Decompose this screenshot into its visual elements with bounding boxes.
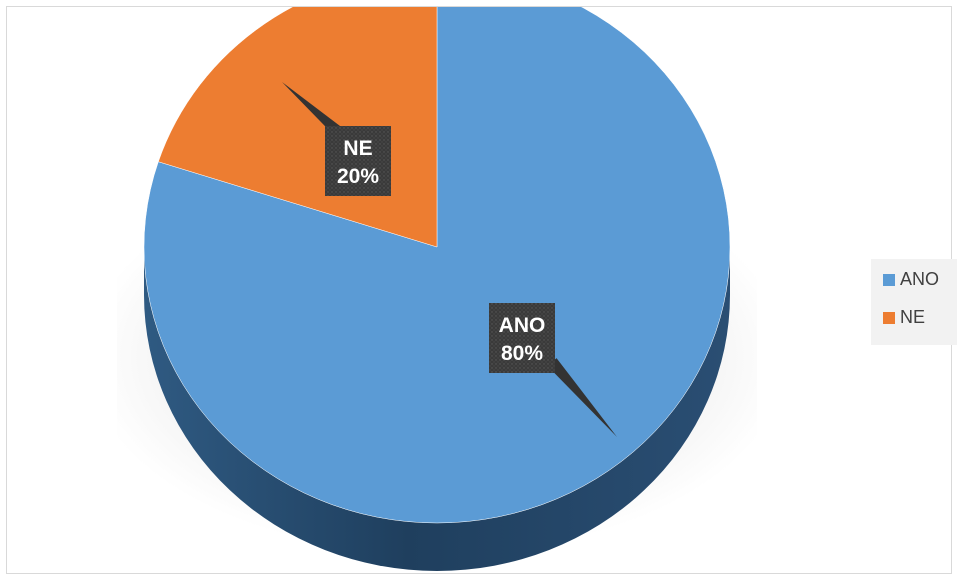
legend-swatch-ne <box>883 311 895 324</box>
legend-item-ano: ANO <box>883 269 939 290</box>
data-label-category-ne: NE <box>343 137 372 160</box>
data-label-category-ano: ANO <box>499 314 546 337</box>
pie-group <box>143 7 731 571</box>
data-label-box-ano <box>489 303 555 373</box>
pie-side-wall <box>144 247 730 571</box>
leader-line-ano <box>547 358 617 437</box>
data-label-box-ne <box>325 126 391 196</box>
data-label-group: ANO 80% NE 20% <box>282 82 617 437</box>
legend-swatch-ano <box>883 273 895 286</box>
data-label-percent-ano: 80% <box>501 342 543 365</box>
data-label-percent-ne: 20% <box>337 165 379 188</box>
legend-label-ne: NE <box>900 307 926 327</box>
pie-chart: ANO 80% NE 20% <box>117 7 757 571</box>
leader-line-ne <box>282 82 346 140</box>
legend-label-ano: ANO <box>900 269 940 289</box>
legend: ANO NE <box>871 259 957 345</box>
chart-area: ANO 80% NE 20% ANO NE <box>6 6 957 574</box>
legend-item-ne: NE <box>883 307 925 328</box>
